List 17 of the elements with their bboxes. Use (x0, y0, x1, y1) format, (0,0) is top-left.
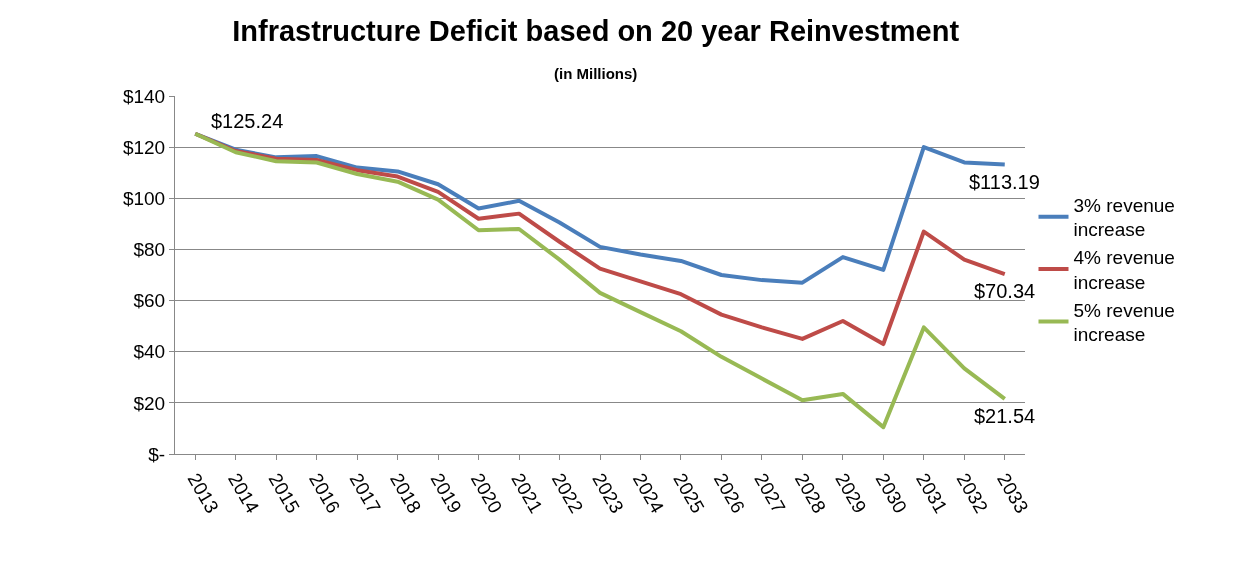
y-tick-label: $20 (133, 392, 166, 414)
y-tick-label: $120 (122, 136, 166, 158)
legend-label: 5% revenue increase (1073, 299, 1175, 346)
annotation: $21.54 (974, 405, 1036, 427)
y-tick-label: $40 (133, 341, 166, 363)
chart-title: Infrastructure Deficit based on 20 year Reinvestment (232, 15, 960, 48)
y-tick-label: $- (148, 443, 166, 465)
y-tick-label: $80 (133, 239, 166, 261)
y-tick-label: $60 (133, 290, 166, 312)
y-tick-label: $140 (122, 85, 166, 107)
y-tick-label: $100 (122, 187, 166, 209)
annotation: $125.24 (211, 110, 284, 132)
legend-label: 4% revenue increase (1073, 247, 1175, 293)
legend-label: 3% revenue increase (1073, 194, 1175, 241)
annotation: $113.19 (969, 171, 1040, 193)
chart-subtitle: (in Millions) (554, 64, 638, 82)
annotation: $70.34 (974, 280, 1036, 302)
